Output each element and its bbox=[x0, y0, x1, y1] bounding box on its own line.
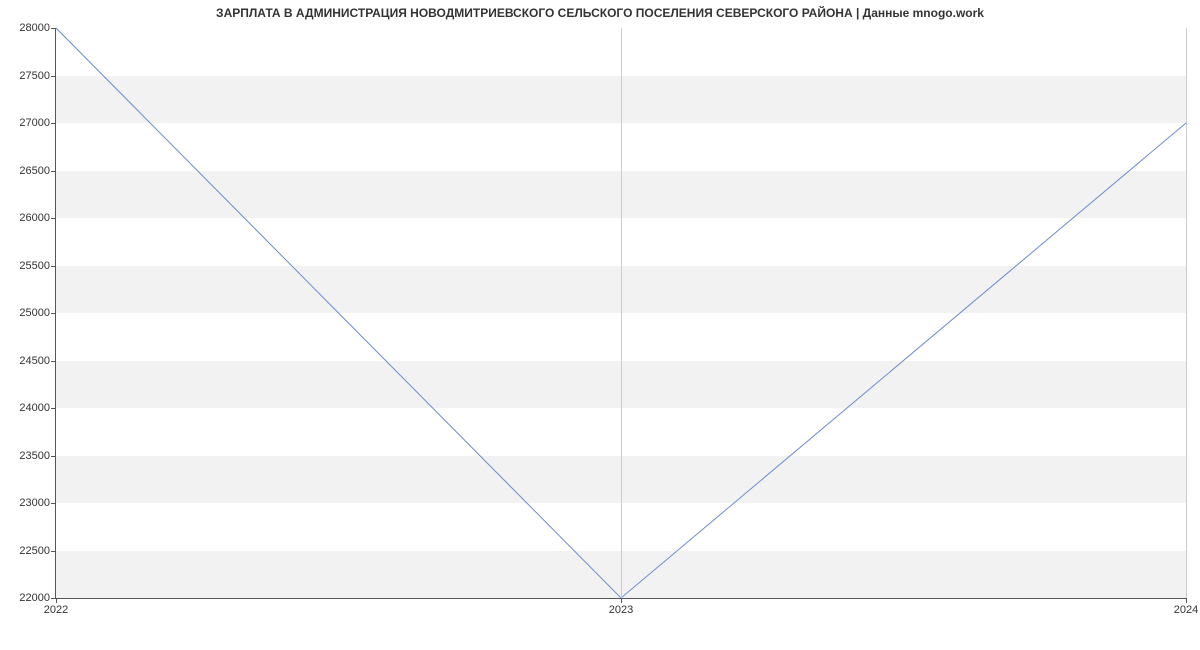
x-tick-label: 2024 bbox=[1174, 604, 1198, 616]
y-tick-label: 26500 bbox=[19, 165, 50, 177]
chart-title: ЗАРПЛАТА В АДМИНИСТРАЦИЯ НОВОДМИТРИЕВСКО… bbox=[0, 6, 1200, 20]
y-tick-mark bbox=[51, 313, 56, 314]
x-tick-mark bbox=[621, 598, 622, 603]
y-tick-label: 28000 bbox=[19, 22, 50, 34]
x-tick-label: 2022 bbox=[44, 604, 68, 616]
y-tick-label: 25000 bbox=[19, 307, 50, 319]
y-tick-mark bbox=[51, 28, 56, 29]
y-tick-mark bbox=[51, 171, 56, 172]
y-tick-label: 27000 bbox=[19, 117, 50, 129]
y-tick-label: 24000 bbox=[19, 402, 50, 414]
y-tick-label: 27500 bbox=[19, 70, 50, 82]
y-tick-label: 22500 bbox=[19, 545, 50, 557]
y-tick-mark bbox=[51, 456, 56, 457]
y-tick-label: 26000 bbox=[19, 212, 50, 224]
y-tick-mark bbox=[51, 266, 56, 267]
y-tick-mark bbox=[51, 76, 56, 77]
x-tick-mark bbox=[1186, 598, 1187, 603]
y-tick-mark bbox=[51, 503, 56, 504]
y-tick-label: 22000 bbox=[19, 592, 50, 604]
x-tick-mark bbox=[56, 598, 57, 603]
y-tick-mark bbox=[51, 551, 56, 552]
plot-area: 2200022500230002350024000245002500025500… bbox=[55, 28, 1186, 599]
y-tick-label: 23000 bbox=[19, 497, 50, 509]
y-tick-mark bbox=[51, 361, 56, 362]
x-tick-label: 2023 bbox=[609, 604, 633, 616]
y-tick-label: 24500 bbox=[19, 355, 50, 367]
salary-chart: ЗАРПЛАТА В АДМИНИСТРАЦИЯ НОВОДМИТРИЕВСКО… bbox=[0, 0, 1200, 650]
y-tick-mark bbox=[51, 123, 56, 124]
y-tick-label: 25500 bbox=[19, 260, 50, 272]
y-tick-mark bbox=[51, 218, 56, 219]
x-grid-line bbox=[621, 28, 622, 598]
x-grid-line bbox=[1186, 28, 1187, 598]
y-tick-mark bbox=[51, 408, 56, 409]
y-tick-label: 23500 bbox=[19, 450, 50, 462]
